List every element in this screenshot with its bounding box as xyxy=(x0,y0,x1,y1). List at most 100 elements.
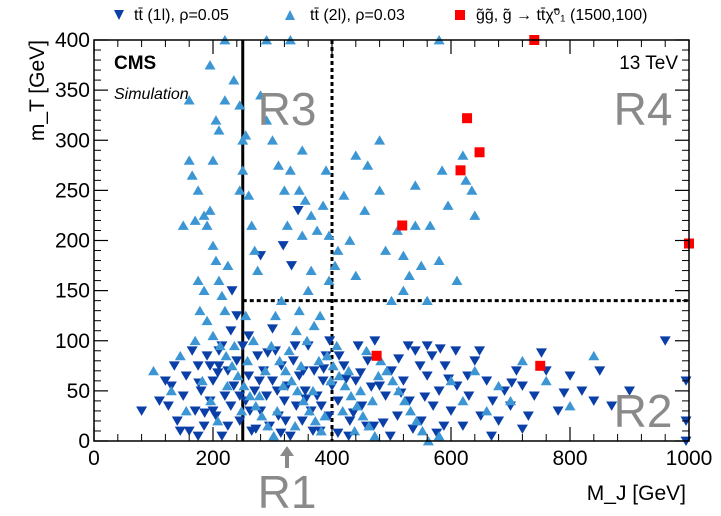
legend-entry-2l: tt̄ (2l), ρ=0.03 xyxy=(285,7,405,24)
point-s1-81 xyxy=(274,355,286,366)
point-s1-107 xyxy=(433,431,445,441)
point-s0-146 xyxy=(199,408,211,418)
point-s0-118 xyxy=(352,341,364,351)
point-s1-102 xyxy=(399,395,411,406)
point-s0-140 xyxy=(277,241,289,251)
point-s1-91 xyxy=(333,370,345,381)
point-s1-16 xyxy=(198,210,210,220)
point-s1-65 xyxy=(177,220,189,230)
legend-label-signal: g̃g̃, g̃ → tt̄χ̃⁰₁ (1500,100) xyxy=(476,7,647,24)
point-s1-13 xyxy=(210,115,222,125)
point-s1-108 xyxy=(445,375,457,386)
point-s1-165 xyxy=(320,165,332,175)
point-s0-7 xyxy=(183,426,195,436)
point-s1-73 xyxy=(226,360,238,371)
point-s1-96 xyxy=(363,421,375,431)
point-s1-24 xyxy=(252,265,264,275)
point-s1-131 xyxy=(253,390,265,401)
point-s0-92 xyxy=(576,386,588,396)
point-s1-55 xyxy=(457,150,469,160)
point-s0-1 xyxy=(153,396,165,406)
point-s1-163 xyxy=(234,185,246,195)
point-s0-21 xyxy=(228,381,240,391)
point-s0-88 xyxy=(528,391,540,401)
x-tick-label: 0 xyxy=(88,447,100,470)
point-s1-2 xyxy=(207,240,219,250)
point-s2-2 xyxy=(474,147,485,158)
point-s0-38 xyxy=(278,396,290,406)
point-s0-130 xyxy=(159,376,171,386)
point-s1-128 xyxy=(236,405,248,416)
legend-marker-2l xyxy=(285,10,295,20)
point-s0-48 xyxy=(308,366,320,376)
y-axis-label: m_T [GeV] xyxy=(26,40,49,141)
point-s0-60 xyxy=(362,356,374,366)
point-s0-134 xyxy=(213,361,225,371)
point-s0-18 xyxy=(219,391,231,401)
experiment-label: CMS xyxy=(114,53,156,74)
x-tick-label: 800 xyxy=(552,447,587,470)
point-s0-74 xyxy=(445,406,457,416)
point-s1-11 xyxy=(219,95,231,105)
point-s1-146 xyxy=(343,365,355,376)
point-s0-167 xyxy=(558,388,570,398)
point-s0-43 xyxy=(293,371,305,381)
simulation-label: Simulation xyxy=(114,86,189,103)
point-s1-118 xyxy=(148,365,159,376)
point-s0-136 xyxy=(231,311,243,321)
point-s1-68 xyxy=(194,305,206,316)
legend-entry-signal: g̃g̃, g̃ → tt̄χ̃⁰₁ (1500,100) xyxy=(455,7,647,24)
point-s0-6 xyxy=(180,371,192,381)
point-s1-21 xyxy=(243,190,255,200)
point-s0-72 xyxy=(433,386,445,396)
point-s1-9 xyxy=(207,155,219,165)
point-s1-99 xyxy=(381,365,393,376)
point-s1-37 xyxy=(317,200,329,210)
point-s1-49 xyxy=(403,270,415,280)
point-s1-150 xyxy=(366,395,378,406)
point-s1-88 xyxy=(315,426,327,436)
point-s0-70 xyxy=(421,371,433,381)
axes: 0 200 400 600 800 1000 0 50 100 150 200 250 300 350 40… xyxy=(55,29,712,470)
point-s1-71 xyxy=(214,340,226,351)
point-s1-89 xyxy=(321,350,333,361)
point-s1-109 xyxy=(457,395,469,406)
point-s0-40 xyxy=(284,431,296,441)
point-s0-161 xyxy=(355,368,367,378)
point-s1-105 xyxy=(416,426,428,436)
x-tick-label: 200 xyxy=(195,447,230,470)
point-s1-142 xyxy=(319,410,331,421)
legend-label-1l: tt̄ (1l), ρ=0.05 xyxy=(134,7,229,24)
point-s1-149 xyxy=(361,345,373,356)
energy-label: 13 TeV xyxy=(619,53,678,74)
point-s1-138 xyxy=(295,360,307,371)
point-s0-45 xyxy=(299,386,311,396)
point-s1-44 xyxy=(380,245,392,255)
point-s1-162 xyxy=(183,95,195,105)
point-s1-122 xyxy=(189,335,201,346)
point-s1-148 xyxy=(355,385,367,396)
point-s1-110 xyxy=(469,365,481,376)
point-s1-159 xyxy=(275,295,287,306)
point-s1-51 xyxy=(386,295,397,306)
point-s1-72 xyxy=(220,350,232,361)
point-s0-22 xyxy=(231,356,243,366)
point-s1-152 xyxy=(293,305,305,316)
point-s1-124 xyxy=(205,395,217,406)
point-s1-27 xyxy=(267,135,278,145)
region-label-r1: R1 xyxy=(258,466,317,516)
y-tick-label: 50 xyxy=(67,380,90,403)
point-s0-26 xyxy=(243,371,255,381)
point-s0-137 xyxy=(226,286,238,296)
point-s1-4 xyxy=(213,275,225,285)
point-s0-67 xyxy=(403,396,415,406)
point-s1-172 xyxy=(350,270,362,280)
point-s1-119 xyxy=(165,385,177,396)
point-s1-170 xyxy=(359,205,371,215)
point-s1-145 xyxy=(337,405,349,416)
point-s0-131 xyxy=(168,361,180,371)
point-s0-41 xyxy=(287,356,299,366)
point-s0-56 xyxy=(338,361,350,371)
x-tick-label: 600 xyxy=(433,447,468,470)
region-label-r2: R2 xyxy=(614,385,673,437)
